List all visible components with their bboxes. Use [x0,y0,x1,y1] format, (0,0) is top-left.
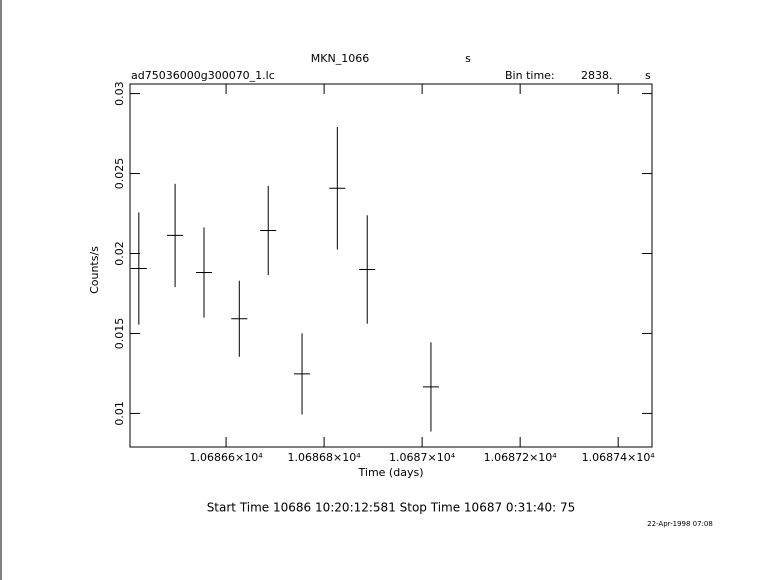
x-tick-label: 1.06866×10⁴ [190,451,264,464]
y-tick-label: 0.03 [113,81,126,106]
plot-frame [129,83,653,448]
bin-time: 2838. [581,69,613,82]
x-tick-label: 1.06868×10⁴ [288,451,362,464]
y-tick-label: 0.025 [113,158,126,190]
y-tick-label: 0.015 [113,318,126,350]
date-stamp: 22-Apr-1998 07:08 [647,520,713,528]
file-name: ad75036000g300070_1.lc [131,69,275,82]
bin-time-unit: s [645,69,651,82]
bin-time-label: Bin time: [505,69,555,82]
chart-title: MKN_1066 [311,52,369,65]
x-axis-label: Time (days) [358,466,424,479]
title-unit: s [465,52,471,65]
x-tick-label: 1.0687×10⁴ [389,451,456,464]
x-tick-label: 1.06872×10⁴ [484,451,558,464]
y-tick-label: 0.02 [113,241,126,265]
y-tick-label: 0.01 [113,401,126,426]
x-tick-label: 1.06874×10⁴ [582,451,656,464]
footer: Start Time 10686 10:20:12:581 Stop Time … [207,501,576,515]
y-axis-label: Counts/s [88,246,101,294]
